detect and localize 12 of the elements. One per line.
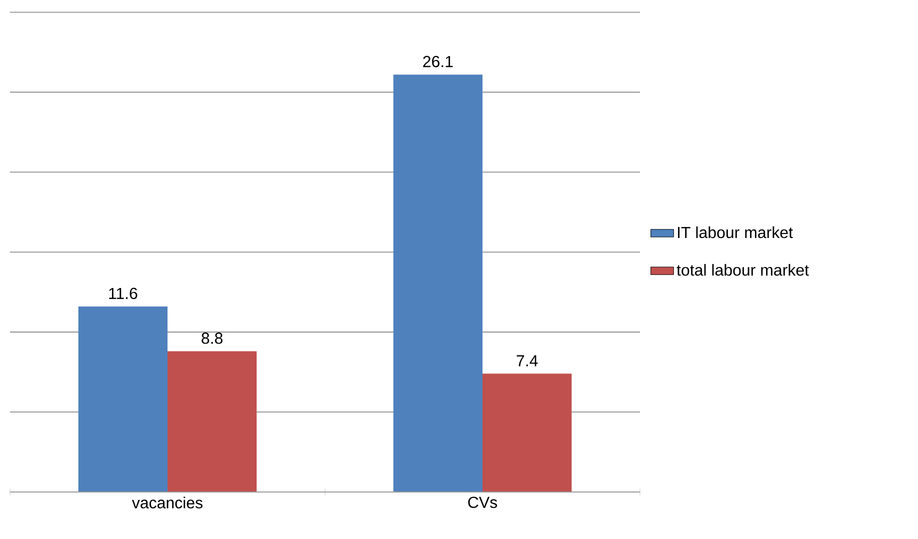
- bar: [78, 306, 168, 492]
- data-label: 7.4: [516, 355, 538, 366]
- legend-label: IT labour market: [678, 226, 793, 238]
- x-tick-label: vacancies: [132, 496, 202, 508]
- data-label: 11.6: [109, 288, 138, 300]
- x-tick-label: CVs: [468, 496, 498, 508]
- bar: [393, 74, 483, 492]
- bar: [168, 351, 257, 492]
- bar: [482, 374, 572, 492]
- data-label: 26.1: [423, 56, 453, 68]
- legend-label: total labour market: [676, 264, 809, 276]
- data-label: 8.8: [202, 332, 222, 344]
